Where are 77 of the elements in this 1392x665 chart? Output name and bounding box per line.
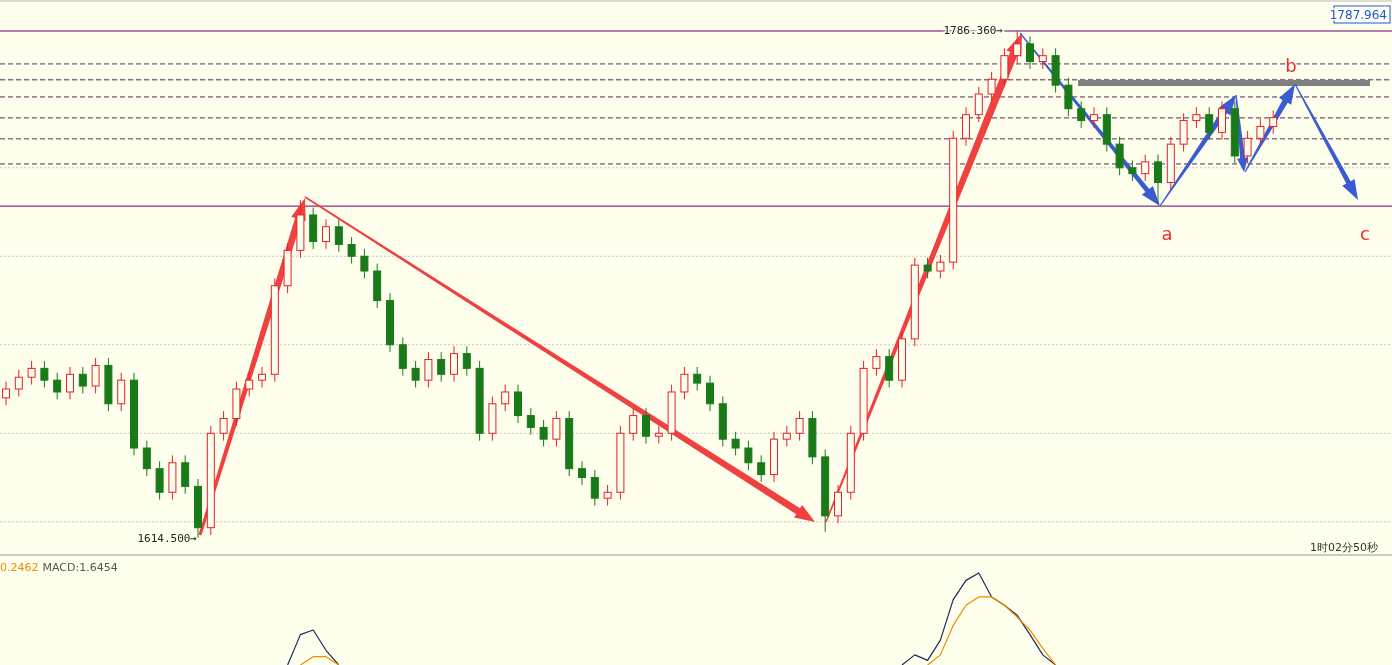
text: c [1360, 223, 1370, 244]
candlestick [450, 345, 458, 383]
candlestick [1090, 106, 1098, 129]
candlestick [181, 454, 190, 495]
candlestick [936, 254, 945, 279]
candlestick [1115, 136, 1124, 176]
candlestick [642, 407, 650, 445]
candlestick [1243, 130, 1252, 164]
candlestick [629, 407, 638, 442]
candlestick [693, 366, 702, 391]
candlestick [462, 345, 471, 377]
candlestick [155, 460, 164, 501]
candlestick [322, 218, 330, 250]
candlestick [1141, 153, 1150, 182]
candlestick [360, 248, 369, 279]
candlestick [731, 431, 740, 456]
candlestick [590, 469, 599, 507]
candlestick [411, 360, 420, 389]
candlestick [552, 410, 561, 448]
candlestick [526, 407, 535, 436]
candlestick [1179, 112, 1188, 153]
candlestick [1013, 30, 1022, 64]
candlestick [1064, 77, 1073, 117]
candlestick [539, 419, 548, 448]
candlestick [514, 384, 522, 424]
text: 1787.964 [1329, 8, 1387, 22]
candlestick [872, 348, 881, 377]
candlestick [1077, 100, 1086, 129]
candlestick [744, 440, 753, 471]
candlestick [603, 484, 612, 507]
candlestick [501, 384, 510, 412]
candlestick [117, 372, 126, 412]
annotation: 0.2462 [0, 561, 39, 574]
candlestick [834, 484, 842, 524]
candlestick [245, 372, 254, 397]
candlestick [1128, 159, 1137, 182]
candlestick [923, 257, 932, 279]
candlestick [91, 357, 100, 394]
candlestick [142, 440, 151, 477]
candlestick [2, 381, 10, 406]
candlestick [1026, 35, 1034, 70]
candlestick [782, 425, 791, 448]
candlestick [987, 71, 996, 102]
candlestick [1205, 106, 1214, 141]
candlestick [347, 236, 356, 265]
candlestick [14, 369, 23, 397]
candlestick [66, 366, 74, 400]
text: b [1285, 55, 1297, 76]
annotation: 1614.500→ [137, 532, 198, 545]
candlestick [1269, 109, 1278, 135]
candlestick [1256, 118, 1265, 147]
candlestick [680, 366, 689, 400]
candlestick [757, 454, 766, 483]
text: 1时02分50秒 [1310, 541, 1378, 554]
candlestick [437, 351, 446, 383]
candlestick [424, 351, 433, 389]
candlestick [40, 360, 49, 389]
candlestick [398, 336, 407, 377]
candlestick [1154, 153, 1162, 204]
candlestick [27, 360, 36, 386]
candlestick [974, 86, 983, 123]
annotation: MACD:1.6454 [42, 561, 118, 574]
candlestick [1000, 47, 1009, 88]
candlestick [962, 106, 970, 147]
candlestick [885, 348, 894, 389]
candlestick [1218, 100, 1226, 141]
candlestick [258, 366, 266, 389]
candlestick [706, 375, 714, 412]
annotation: a [1161, 223, 1173, 244]
candlestick [795, 410, 804, 442]
candlestick [1038, 47, 1047, 70]
candlestick [334, 218, 343, 253]
candlestick [53, 372, 62, 400]
candlestick [219, 410, 228, 442]
candlestick [1192, 106, 1201, 129]
candlestick [78, 366, 87, 394]
candlestick [578, 460, 586, 486]
